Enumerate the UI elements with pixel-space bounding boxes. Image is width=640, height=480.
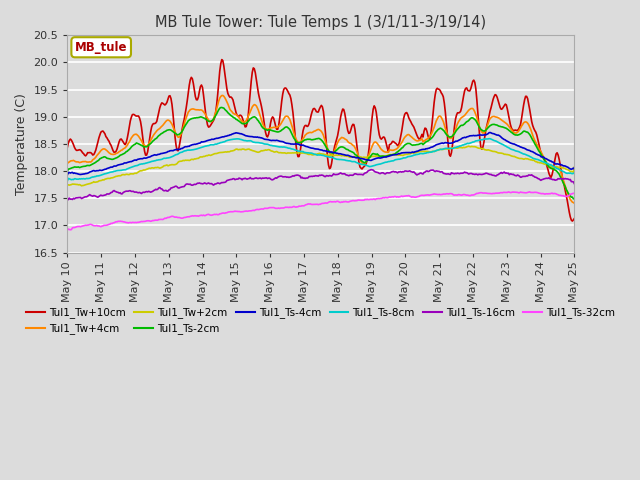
Text: MB_tule: MB_tule — [75, 41, 127, 54]
Legend: Tul1_Tw+10cm, Tul1_Tw+4cm, Tul1_Tw+2cm, Tul1_Ts-2cm, Tul1_Ts-4cm, Tul1_Ts-8cm, T: Tul1_Tw+10cm, Tul1_Tw+4cm, Tul1_Tw+2cm, … — [22, 303, 620, 338]
Y-axis label: Temperature (C): Temperature (C) — [15, 93, 28, 195]
Title: MB Tule Tower: Tule Temps 1 (3/1/11-3/19/14): MB Tule Tower: Tule Temps 1 (3/1/11-3/19… — [156, 15, 486, 30]
